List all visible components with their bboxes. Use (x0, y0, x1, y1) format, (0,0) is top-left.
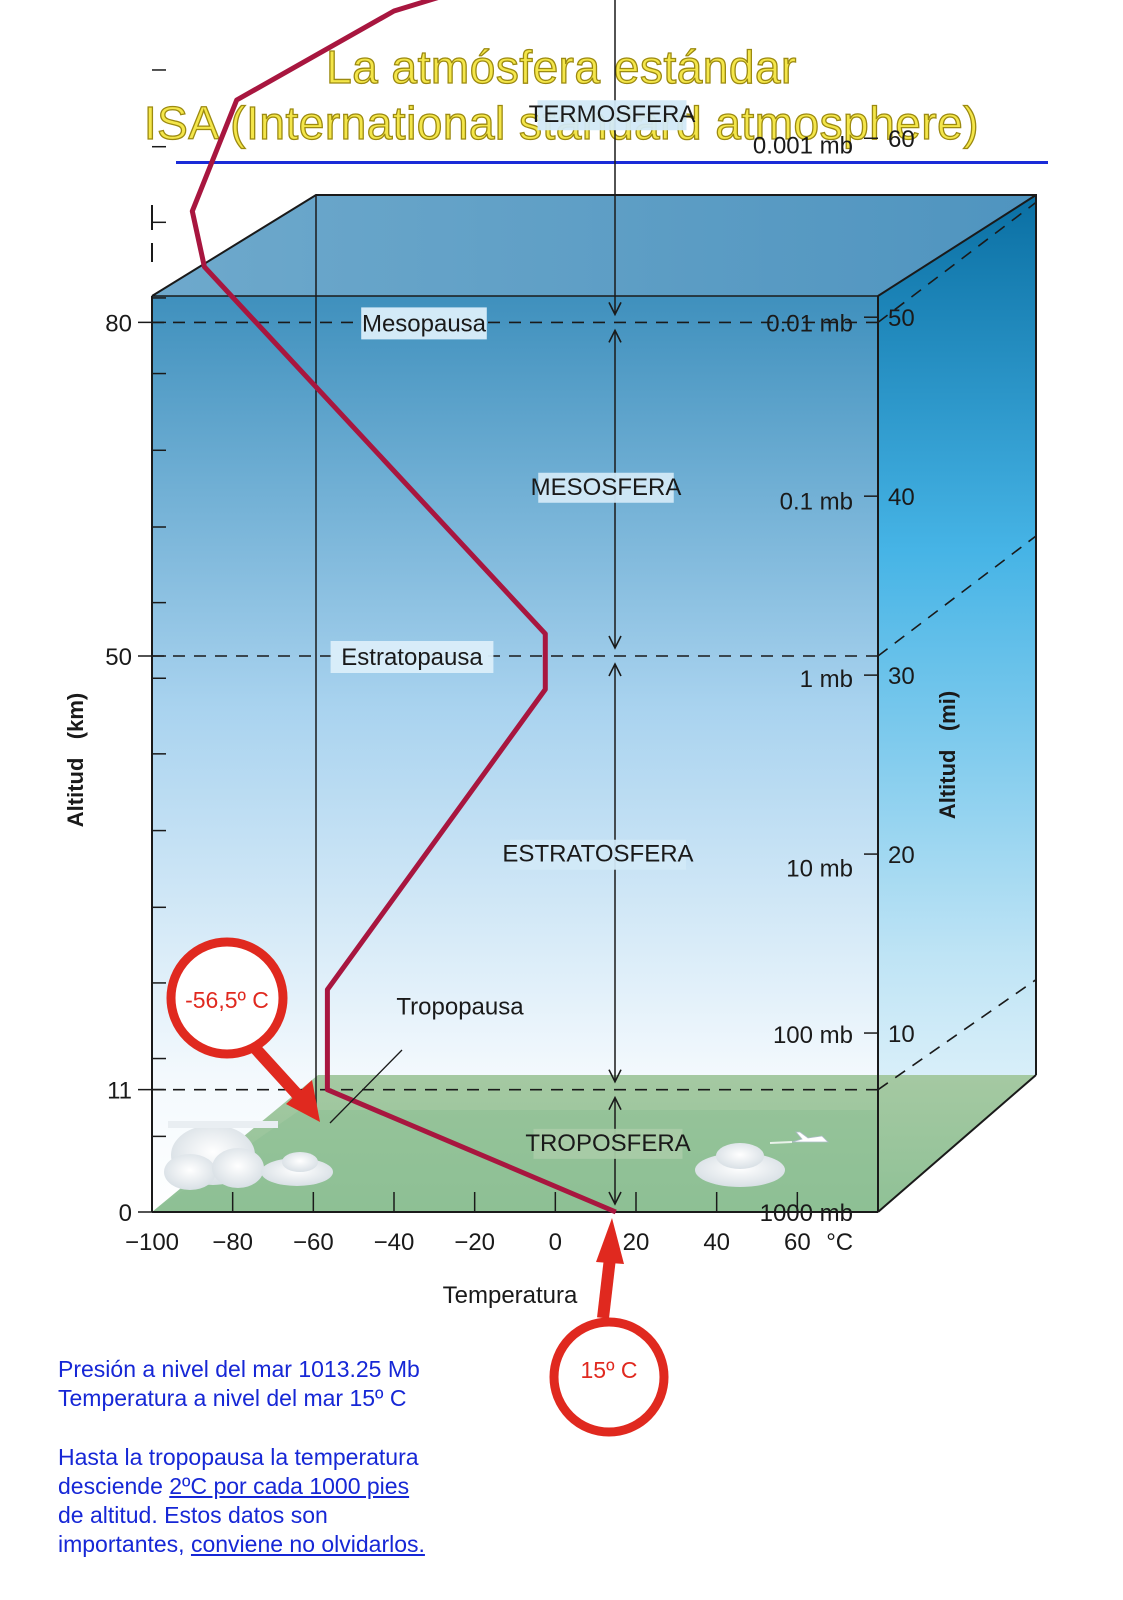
x-tick-label: 40 (703, 1229, 730, 1256)
layer-label-bg (538, 472, 674, 503)
arrow-head (608, 302, 622, 317)
note-line6-pre: importantes, (58, 1531, 191, 1557)
x-axis-title: Temperatura (443, 1282, 578, 1309)
y-right-tick-label: 20 (888, 842, 915, 869)
note-temperature: Temperatura a nivel del mar 15º C (58, 1385, 407, 1411)
y-axis-title-right: Altitud (mi) (935, 691, 960, 819)
pressure-label: 1000 mb (760, 1200, 853, 1227)
boundary-label-bg (330, 641, 494, 673)
y-tick-label: 11 (107, 1078, 132, 1105)
y-right-tick-label: 60 (888, 126, 915, 153)
box-outline (151, 194, 1037, 1075)
box-side-face (878, 195, 1036, 1212)
note-remember-link[interactable]: conviene no olvidarlos. (190, 1531, 425, 1557)
arrow-head (608, 1191, 622, 1206)
pressure-label: 1 mb (800, 666, 853, 693)
y-tick-label: 80 (105, 310, 132, 337)
boundary-line-side (877, 979, 1037, 1091)
title-underline (176, 161, 1048, 164)
x-tick-label: −20 (454, 1229, 495, 1256)
callout-sealevel-label: 15º C (581, 1357, 638, 1383)
x-tick-label: −100 (125, 1229, 179, 1256)
note-line3: Hasta la tropopausa la temperatura (58, 1444, 419, 1470)
note-pressure: Presión a nivel del mar 1013.25 Mb (58, 1356, 420, 1382)
layer-label: ESTRATOSFERA (502, 841, 693, 868)
boundary-label: Tropopausa (396, 994, 524, 1021)
x-tick-label: 20 (623, 1229, 650, 1256)
boundary-label: Estratopausa (341, 644, 483, 671)
layer-label: MESOSFERA (531, 474, 682, 501)
box-top-right-edge (877, 194, 1037, 297)
tropopause-leader-line (329, 1049, 403, 1124)
boundary-label: Mesopausa (362, 310, 487, 337)
cloud-left (164, 1121, 278, 1190)
pressure-label: 100 mb (773, 1022, 853, 1049)
y-tick-label: 0 (119, 1200, 132, 1227)
x-tick-label: −60 (293, 1229, 334, 1256)
note-line4: desciende 2ºC por cada 1000 pies (58, 1472, 425, 1501)
arrow-head (608, 635, 622, 650)
temperature-profile-line (189, 0, 617, 1215)
note-line6: importantes, conviene no olvidarlos. (58, 1530, 425, 1559)
x-tick-label: 0 (549, 1229, 562, 1256)
y-right-tick-label: 10 (888, 1021, 915, 1048)
pressure-label: 10 mb (786, 855, 853, 882)
arrow-head (608, 662, 622, 677)
layer-label: TROPOSFERA (525, 1130, 690, 1157)
note-line5: de altitud. Estos datos son (58, 1502, 328, 1528)
y-right-tick-label: 30 (888, 663, 915, 690)
note-lapse-rate-link[interactable]: 2ºC por cada 1000 pies (169, 1473, 410, 1499)
box-front-face (152, 296, 878, 1212)
boundary-label-bg (361, 307, 487, 340)
layer-label: TERMOSFERA (529, 101, 696, 128)
y-right-tick-label: 50 (888, 305, 915, 332)
x-tick-label: −40 (374, 1229, 415, 1256)
notes-lapse-rate: Hasta la tropopausa la temperatura desci… (58, 1443, 425, 1559)
pressure-label: 0.01 mb (766, 310, 853, 337)
layer-label-bg (533, 1128, 683, 1159)
x-unit-label: °C (826, 1229, 853, 1256)
x-tick-label: 60 (784, 1229, 811, 1256)
box-top-face (152, 195, 1036, 296)
pressure-label: 0.001 mb (753, 132, 853, 159)
callout-tropopause-temp: -56,5º C (166, 937, 320, 1122)
y-tick-label: 50 (105, 644, 132, 671)
pressure-label: 0.1 mb (780, 488, 853, 515)
arrow-head (608, 1069, 622, 1084)
airplane-icon (769, 1131, 829, 1144)
callout-tropopause-label: -56,5º C (185, 987, 269, 1013)
layer-label-bg (537, 100, 687, 131)
callout-sealevel-temp: 15º C (549, 1218, 669, 1437)
cloud-right (695, 1143, 785, 1187)
page-title-line1: La atmósfera estándar (325, 40, 797, 93)
y-right-tick-label: 40 (888, 484, 915, 511)
ground-shadow (152, 1110, 878, 1212)
layer-label-bg (510, 839, 686, 870)
box-bottom-right-edge (877, 1074, 1037, 1213)
notes-sea-level: Presión a nivel del mar 1013.25 Mb Tempe… (58, 1355, 420, 1413)
cloud-center (261, 1152, 333, 1186)
arrow-head (608, 328, 622, 343)
note-line4-pre: desciende (58, 1473, 170, 1499)
y-axis-title-left: Altitud (km) (63, 693, 88, 827)
x-tick-label: −80 (212, 1229, 253, 1256)
arrow-head (608, 1095, 622, 1111)
